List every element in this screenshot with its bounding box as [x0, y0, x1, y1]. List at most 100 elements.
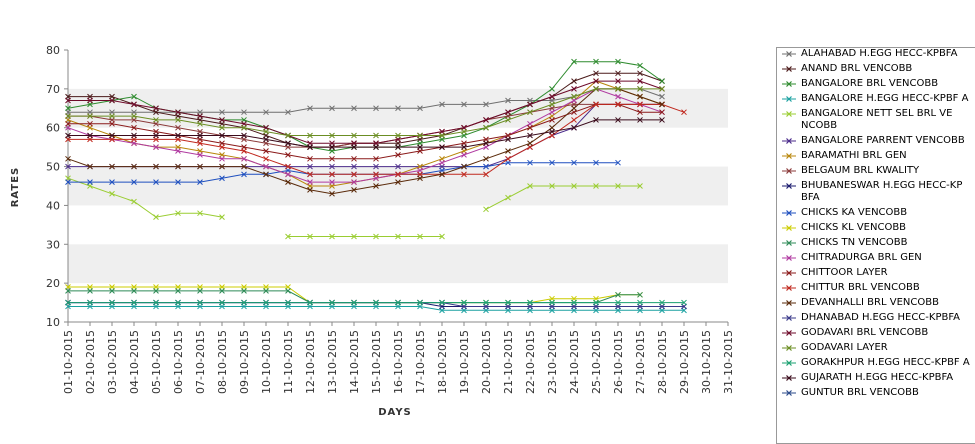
data-point-marker — [241, 288, 247, 294]
data-point-marker — [197, 140, 203, 147]
data-point-marker — [395, 179, 401, 185]
data-point-marker — [307, 163, 313, 170]
legend-item[interactable]: BARAMATHI BRL GEN — [777, 150, 975, 162]
legend-item[interactable]: CHITTOOR LAYER — [777, 267, 975, 279]
data-point-marker — [659, 109, 665, 116]
data-point-marker — [307, 179, 313, 185]
legend-item[interactable]: BANGALORE H.EGG HECC-KPBF A — [777, 93, 975, 105]
x-tick-label: 19-10-2015 — [458, 330, 471, 394]
data-point-marker — [439, 233, 445, 240]
legend-item[interactable]: CHITRADURGA BRL GEN — [777, 252, 975, 264]
legend-item[interactable]: GODAVARI LAYER — [777, 342, 975, 354]
data-point-marker — [153, 132, 159, 139]
legend-item[interactable]: DHANABAD H.EGG HECC-KPBFA — [777, 312, 975, 324]
data-point-marker — [153, 179, 159, 185]
legend-item[interactable]: BANGALORE BRL VENCOBB — [777, 78, 975, 90]
x-tick-label: 29-10-2015 — [678, 330, 691, 394]
data-point-marker — [197, 210, 203, 217]
data-point-marker — [329, 179, 335, 185]
series-line — [65, 86, 665, 197]
data-point-marker — [219, 155, 225, 162]
data-point-marker — [505, 117, 511, 123]
data-point-marker — [241, 155, 247, 162]
data-point-marker — [593, 86, 599, 92]
legend-swatch-icon — [782, 168, 796, 174]
series-line — [65, 299, 687, 310]
legend-item[interactable]: CHICKS KA VENCOBB — [777, 207, 975, 219]
legend-swatch-icon — [782, 390, 796, 396]
x-tick-label: 17-10-2015 — [414, 330, 427, 394]
legend-item[interactable]: BELGAUM BRL KWALITY — [777, 165, 975, 177]
data-point-marker — [175, 132, 181, 139]
legend-item[interactable]: BHUBANESWAR H.EGG HECC-KP BFA — [777, 180, 975, 204]
data-point-marker — [571, 93, 577, 100]
data-point-marker — [527, 140, 533, 147]
data-point-marker — [373, 163, 379, 170]
series-layer — [65, 58, 687, 314]
data-point-marker — [65, 105, 71, 112]
data-point-marker — [637, 109, 643, 116]
series-line — [65, 117, 665, 150]
data-point-marker — [153, 299, 159, 306]
data-point-marker — [615, 58, 621, 65]
legend-item[interactable]: GUJARATH H.EGG HECC-KPBFA — [777, 372, 975, 384]
data-point-marker — [329, 132, 335, 139]
data-point-marker — [439, 159, 445, 166]
legend-item[interactable]: ANAND BRL VENCOBB — [777, 63, 975, 75]
legend-item[interactable]: DEVANHALLI BRL VENCOBB — [777, 297, 975, 309]
legend-item[interactable]: BANGALORE PARRENT VENCOBB — [777, 135, 975, 147]
legend-item[interactable]: GORAKHPUR H.EGG HECC-KPBF A — [777, 357, 975, 369]
y-tick-label: 10 — [46, 316, 60, 329]
data-point-marker — [571, 58, 577, 65]
data-point-marker — [439, 171, 445, 178]
data-point-marker — [417, 299, 423, 306]
y-axis-title: RATES — [10, 167, 21, 208]
data-point-marker — [219, 214, 225, 220]
data-point-marker — [197, 152, 203, 158]
data-point-marker — [241, 148, 247, 154]
data-point-marker — [615, 78, 621, 84]
legend-item[interactable]: BANGALORE NETT SEL BRL VE NCOBB — [777, 108, 975, 132]
data-point-marker — [373, 155, 379, 162]
legend-label: ALAHABAD H.EGG HECC-KPBFA — [801, 48, 958, 59]
data-point-marker — [87, 120, 93, 127]
data-point-marker — [395, 144, 401, 150]
data-point-marker — [65, 288, 71, 294]
legend-item[interactable]: CHITTUR BRL VENCOBB — [777, 282, 975, 294]
data-point-marker — [175, 179, 181, 185]
data-point-marker — [483, 299, 489, 306]
x-tick-label: 02-10-2015 — [84, 330, 97, 394]
legend-item[interactable]: CHICKS KL VENCOBB — [777, 222, 975, 234]
legend-swatch-icon — [782, 360, 796, 366]
legend-item[interactable]: CHICKS TN VENCOBB — [777, 237, 975, 249]
legend-item[interactable]: GODAVARI BRL VENCOBB — [777, 327, 975, 339]
legend-swatch-icon — [782, 300, 796, 306]
data-point-marker — [285, 140, 291, 147]
data-point-marker — [351, 233, 357, 240]
data-point-marker — [395, 132, 401, 139]
data-point-marker — [197, 179, 203, 185]
data-point-marker — [175, 210, 181, 217]
legend-item[interactable]: GUNTUR BRL VENCOBB — [777, 387, 975, 399]
data-point-marker — [373, 132, 379, 139]
data-point-marker — [219, 109, 225, 116]
series-path — [68, 103, 662, 160]
data-point-marker — [153, 105, 159, 112]
y-tick-label: 30 — [46, 238, 60, 251]
data-point-marker — [109, 299, 115, 306]
data-point-marker — [175, 288, 181, 294]
data-point-marker — [307, 155, 313, 162]
data-point-marker — [461, 152, 467, 158]
series-path — [68, 119, 662, 148]
legend-item[interactable]: ALAHABAD H.EGG HECC-KPBFA — [777, 48, 975, 60]
data-point-marker — [461, 299, 467, 306]
legend-label: BANGALORE H.EGG HECC-KPBF A — [801, 93, 969, 104]
data-point-marker — [263, 128, 269, 135]
data-point-marker — [417, 233, 423, 240]
legend-swatch-icon — [782, 345, 796, 351]
series-line — [65, 299, 687, 310]
data-point-marker — [285, 299, 291, 306]
data-point-marker — [241, 299, 247, 306]
data-point-marker — [615, 101, 621, 108]
legend-label: CHICKS KL VENCOBB — [801, 222, 907, 233]
